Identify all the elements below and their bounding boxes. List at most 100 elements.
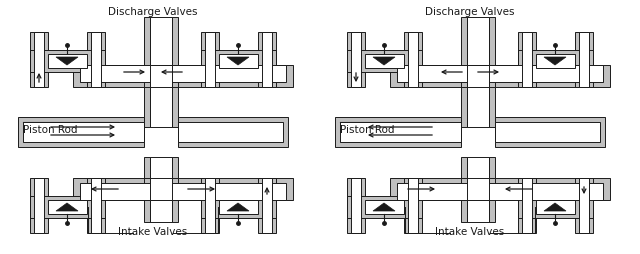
- Bar: [340, 122, 461, 142]
- Bar: [172, 17, 178, 127]
- Bar: [467, 157, 489, 222]
- Bar: [408, 32, 418, 87]
- Bar: [365, 200, 404, 214]
- Bar: [172, 157, 178, 222]
- Bar: [178, 117, 288, 147]
- Polygon shape: [373, 203, 395, 211]
- Bar: [48, 54, 87, 68]
- Bar: [144, 178, 178, 200]
- Bar: [201, 32, 219, 87]
- Bar: [461, 65, 495, 87]
- Bar: [201, 178, 219, 233]
- Bar: [178, 129, 283, 134]
- Bar: [347, 196, 422, 218]
- Bar: [495, 122, 600, 142]
- Bar: [536, 200, 575, 214]
- Bar: [461, 157, 467, 222]
- Bar: [467, 65, 489, 87]
- Bar: [201, 50, 276, 72]
- Polygon shape: [544, 57, 566, 65]
- Bar: [23, 122, 144, 142]
- Bar: [18, 117, 144, 147]
- Bar: [518, 32, 536, 87]
- Bar: [150, 178, 172, 200]
- Bar: [219, 200, 258, 214]
- Bar: [30, 32, 48, 87]
- Bar: [365, 54, 404, 68]
- Bar: [30, 178, 48, 233]
- Bar: [495, 129, 600, 134]
- Polygon shape: [227, 203, 249, 211]
- Bar: [144, 157, 150, 222]
- Bar: [340, 129, 461, 134]
- Bar: [397, 65, 603, 82]
- Bar: [48, 200, 87, 214]
- Bar: [219, 54, 258, 68]
- Bar: [404, 32, 422, 87]
- Bar: [522, 32, 532, 87]
- Bar: [404, 178, 422, 233]
- Bar: [30, 196, 105, 218]
- Bar: [205, 178, 215, 233]
- Text: Intake Valves: Intake Valves: [435, 227, 504, 237]
- Bar: [467, 178, 489, 200]
- Bar: [34, 32, 44, 87]
- Bar: [518, 178, 536, 233]
- Bar: [205, 32, 215, 87]
- Text: Discharge Valves: Discharge Valves: [425, 7, 515, 17]
- Bar: [144, 17, 150, 127]
- Polygon shape: [544, 203, 566, 211]
- Bar: [390, 178, 610, 200]
- Bar: [461, 17, 467, 127]
- Bar: [201, 196, 276, 218]
- Polygon shape: [56, 203, 78, 211]
- Bar: [150, 157, 172, 222]
- Bar: [518, 50, 593, 72]
- Bar: [150, 17, 172, 127]
- Bar: [351, 178, 361, 233]
- Bar: [335, 117, 461, 147]
- Bar: [575, 32, 593, 87]
- Bar: [347, 178, 365, 233]
- Text: Piston Rod: Piston Rod: [340, 125, 394, 135]
- Bar: [489, 157, 495, 222]
- Bar: [390, 65, 610, 87]
- Bar: [87, 32, 105, 87]
- Bar: [495, 117, 605, 147]
- Bar: [91, 32, 101, 87]
- Bar: [262, 178, 272, 233]
- Bar: [351, 32, 361, 87]
- Bar: [518, 196, 593, 218]
- Text: Piston Rod: Piston Rod: [23, 125, 77, 135]
- Bar: [579, 178, 589, 233]
- Bar: [73, 178, 293, 200]
- Bar: [347, 50, 422, 72]
- Bar: [73, 65, 293, 87]
- Bar: [347, 32, 365, 87]
- Bar: [144, 65, 178, 87]
- Bar: [408, 178, 418, 233]
- Bar: [262, 32, 272, 87]
- Bar: [34, 178, 44, 233]
- Bar: [397, 183, 603, 200]
- Bar: [461, 178, 495, 200]
- Bar: [80, 183, 286, 200]
- Bar: [522, 178, 532, 233]
- Polygon shape: [227, 57, 249, 65]
- Bar: [23, 129, 144, 134]
- Polygon shape: [56, 57, 78, 65]
- Bar: [80, 65, 286, 82]
- Bar: [258, 32, 276, 87]
- Bar: [536, 54, 575, 68]
- Bar: [150, 65, 172, 87]
- Polygon shape: [373, 57, 395, 65]
- Bar: [87, 178, 105, 233]
- Bar: [489, 17, 495, 127]
- Text: Discharge Valves: Discharge Valves: [108, 7, 198, 17]
- Bar: [467, 17, 489, 127]
- Bar: [579, 32, 589, 87]
- Bar: [575, 178, 593, 233]
- Bar: [30, 50, 105, 72]
- Text: Intake Valves: Intake Valves: [118, 227, 188, 237]
- Bar: [91, 178, 101, 233]
